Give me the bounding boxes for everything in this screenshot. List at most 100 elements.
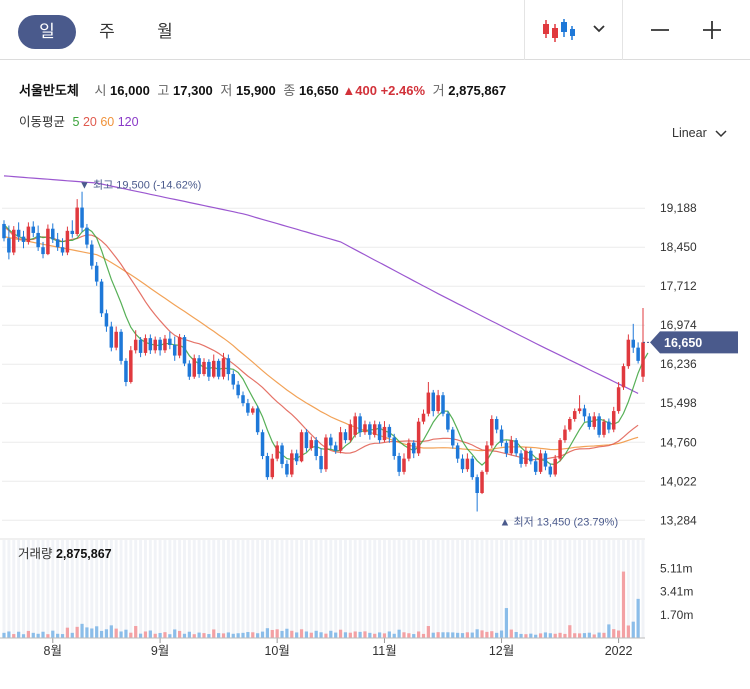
candle-body	[168, 338, 172, 345]
volume-bar	[407, 633, 411, 638]
price-tick-label: 13,284	[660, 513, 697, 527]
volume-bar	[465, 632, 470, 638]
volume-bg-stripe	[143, 540, 147, 638]
volume-bar	[46, 634, 50, 638]
moving-average-legend[interactable]: 이동평균 5 20 60 120	[19, 111, 139, 130]
volume-title-label: 거래량	[18, 547, 56, 561]
volume-bg-stripe	[85, 540, 89, 638]
volume-bg-stripe	[314, 540, 318, 638]
volume-bar	[460, 633, 465, 638]
volume-bar	[129, 632, 133, 638]
volume-bg-stripe	[543, 540, 547, 638]
volume-bar	[309, 632, 313, 638]
volume-bar	[441, 632, 445, 638]
tab-weekly[interactable]: 주	[99, 22, 115, 41]
zoom-out-button[interactable]	[646, 16, 674, 44]
volume-bg-stripe	[7, 540, 11, 638]
volume-bar	[475, 629, 479, 638]
candle-body	[109, 326, 114, 348]
volume-bg-stripe	[343, 540, 347, 638]
volume-bg-stripe	[412, 540, 416, 638]
candle-body	[177, 337, 182, 356]
volume-bar	[217, 633, 221, 638]
volume-bar	[31, 632, 35, 638]
change-value: 400	[355, 83, 377, 98]
volume-bg-stripe	[373, 540, 377, 638]
volume-bg-stripe	[173, 540, 177, 638]
candle-body	[421, 413, 426, 422]
price-tick-label: 14,760	[660, 435, 697, 449]
candle-body	[577, 408, 582, 412]
candle-body	[55, 239, 60, 248]
volume-bar	[558, 632, 562, 638]
candle-body	[490, 419, 494, 446]
volume-bar	[592, 634, 596, 638]
open-label: 시	[94, 83, 107, 98]
toolbar-divider	[622, 0, 623, 60]
volume-bar	[153, 633, 157, 638]
volume-bg-stripe	[207, 540, 211, 638]
candle-body	[80, 207, 84, 228]
zoom-in-button[interactable]	[698, 16, 726, 44]
candle-body	[216, 360, 221, 377]
volume-bar	[260, 631, 265, 638]
chart-type-dropdown[interactable]	[588, 18, 610, 40]
volume-bg-stripe	[124, 540, 128, 638]
volume-bg-stripe	[168, 540, 172, 638]
volume-bar	[114, 628, 118, 638]
candle-body	[324, 437, 328, 470]
volume-bar	[621, 571, 626, 638]
volume-bg-stripe	[256, 540, 260, 638]
volume-bar	[499, 630, 504, 638]
volume-bar	[2, 632, 6, 638]
volume-bg-stripe	[563, 540, 567, 638]
volume-bg-stripe	[31, 540, 35, 638]
candle-body	[636, 347, 640, 361]
volume-bg-stripe	[304, 540, 308, 638]
candle-body	[475, 477, 479, 493]
candle-body	[319, 456, 323, 470]
volume-bar	[56, 633, 60, 638]
volume-bar	[65, 627, 70, 638]
candle-body	[51, 228, 55, 240]
x-tick-label: 12월	[489, 644, 514, 658]
volume-bar	[270, 629, 274, 638]
volume-bar	[241, 632, 245, 638]
candle-body	[21, 236, 26, 242]
candle-body	[36, 232, 40, 248]
volume-bg-stripe	[456, 540, 460, 638]
open-value: 16,000	[110, 83, 150, 98]
x-tick-label: 8월	[44, 644, 62, 658]
volume-bg-stripe	[183, 540, 186, 638]
candle-body	[631, 339, 636, 348]
volume-bg-stripe	[95, 540, 99, 638]
volume-bar	[636, 598, 640, 638]
volume-bar	[607, 624, 611, 638]
candle-body	[470, 458, 475, 478]
volume-bar	[421, 633, 426, 638]
volume-bg-stripe	[65, 540, 69, 638]
candle-body	[563, 429, 567, 441]
volume-bar	[480, 630, 484, 638]
tab-daily[interactable]: 일	[18, 15, 76, 49]
up-arrow-icon: ▲	[342, 83, 356, 98]
volume-bar	[436, 632, 440, 638]
volume-bar	[392, 633, 396, 638]
volume-bg-stripe	[519, 540, 523, 638]
candle-body	[353, 416, 357, 435]
chart-type-button[interactable]	[540, 16, 576, 44]
volume-bg-stripe	[363, 540, 367, 638]
volume-bar	[26, 630, 30, 638]
close-value: 16,650	[298, 83, 339, 98]
volume-bg-stripe	[134, 540, 138, 638]
ma-line-5	[3, 224, 649, 466]
scale-mode-dropdown[interactable]: Linear	[672, 126, 728, 140]
volume-bar	[158, 632, 162, 638]
volume-bar	[426, 626, 430, 638]
candle-body	[465, 458, 470, 470]
volume-bar	[226, 632, 230, 638]
volume-bg-stripe	[202, 540, 206, 638]
candle-body	[568, 419, 572, 430]
tab-monthly[interactable]: 월	[157, 22, 173, 41]
